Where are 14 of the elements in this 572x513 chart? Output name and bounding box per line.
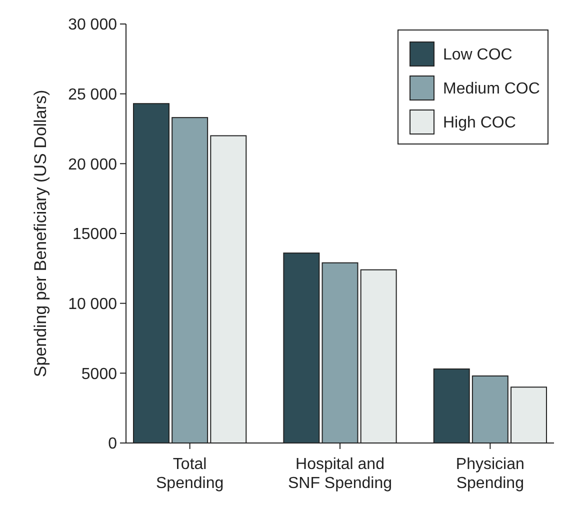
y-tick-label: 0 <box>108 436 118 453</box>
y-tick-label: 30 000 <box>68 16 118 34</box>
legend-label: Medium COC <box>443 80 540 98</box>
x-tick-label: Total Spending <box>156 456 224 492</box>
legend-label: High COC <box>443 114 516 132</box>
y-tick-label: 10 000 <box>68 296 118 313</box>
y-tick-label: 25 000 <box>68 86 118 104</box>
y-axis-title: Spending per Beneficiary (US Dollars) <box>31 90 50 378</box>
y-tick-label: 20 000 <box>68 156 118 174</box>
y-tick-label: 5000 <box>81 366 118 383</box>
x-tick-label: Hospital and SNF Spending <box>288 456 392 492</box>
legend-label: Low COC <box>443 46 512 64</box>
y-tick-label: 15000 <box>72 226 118 244</box>
x-tick-label: Physician Spending <box>456 456 524 492</box>
